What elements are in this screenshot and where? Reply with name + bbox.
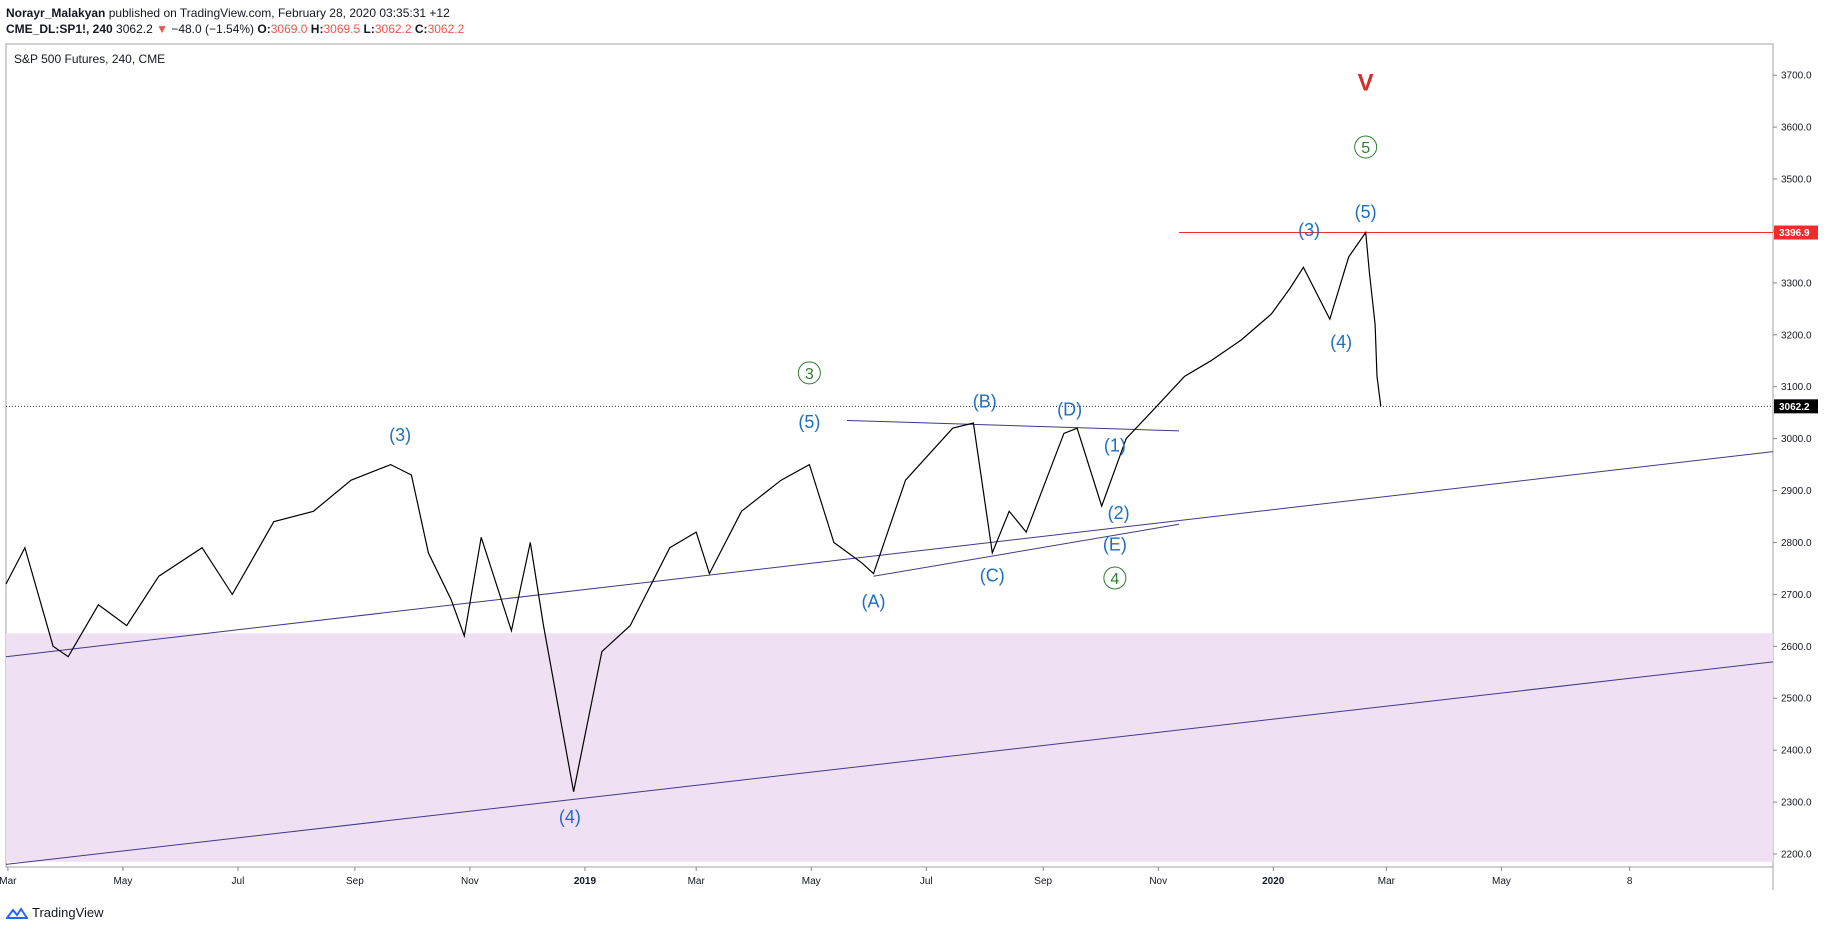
chart-title: S&P 500 Futures, 240, CME: [14, 52, 165, 66]
wave-circle: [1103, 566, 1127, 590]
y-tick-label: 3300.0: [1781, 278, 1812, 289]
price-series-line: [5, 230, 1382, 792]
y-tick-label: 2800.0: [1781, 538, 1812, 549]
low-value: 3062.2: [374, 22, 412, 36]
wave-label: (3): [389, 425, 411, 445]
resistance-tag: [1774, 225, 1818, 240]
trendline-3: [847, 419, 1179, 432]
open-label: O:: [257, 22, 271, 36]
x-tick-label: Jul: [232, 876, 245, 887]
resistance-tag-label: 3396.9: [1779, 228, 1810, 239]
wave-circle: [797, 361, 821, 385]
publish-info: published on TradingView.com, February 2…: [108, 6, 450, 20]
trendline-1: [5, 661, 1774, 865]
brand-name[interactable]: TradingView: [32, 905, 104, 920]
footer: TradingView: [6, 905, 104, 920]
wave-labels: (3) (4) (5) 3 (A) (B) (C) (D) (1) (2) (E) 4 (3) (4) (5…: [389, 70, 1378, 827]
wave-label: (4): [559, 807, 581, 827]
wave-label: (3): [1298, 220, 1320, 240]
wave-circle: [1354, 135, 1378, 159]
y-tick-label: 3600.0: [1781, 123, 1812, 134]
x-tick-label: May: [1492, 876, 1511, 887]
trendline-0: [5, 451, 1774, 658]
y-tick-label: 3500.0: [1781, 175, 1812, 186]
chart-header: Norayr_Malakyan published on TradingView…: [6, 5, 464, 37]
y-tick-label: 2900.0: [1781, 486, 1812, 497]
x-tick-label: 8: [1627, 876, 1633, 887]
close-label: C:: [414, 22, 428, 36]
y-tick-label: 2500.0: [1781, 694, 1812, 705]
price-chart[interactable]: 2200.0 2300.0 2400.0 2500.0 2600.0 2700.0 2800…: [0, 0, 1828, 900]
price-tags: 3396.9 3062.2: [1774, 225, 1818, 414]
y-tick-label: 3200.0: [1781, 330, 1812, 341]
x-tick-label: Jul: [920, 876, 933, 887]
symbol-label: CME_DL:SP1!, 240: [6, 22, 113, 36]
last-price: 3062.2: [116, 22, 153, 36]
trendlines: [5, 419, 1774, 865]
change-value: −48.0 (−1.54%): [171, 22, 255, 36]
wave-label: (5): [1355, 202, 1377, 222]
time-axis: Mar May Jul Sep Nov 2019 Mar May Jul Sep Nov 2020 Ma…: [0, 867, 1633, 887]
x-tick-label: Mar: [688, 876, 706, 887]
x-tick-label: Nov: [1149, 876, 1167, 887]
wave-label: (E): [1103, 534, 1127, 554]
last-price-tag-label: 3062.2: [1779, 402, 1810, 413]
x-tick-label: Sep: [1034, 876, 1052, 887]
y-tick-label: 3700.0: [1781, 71, 1812, 82]
x-tick-label: May: [802, 876, 821, 887]
low-label: L:: [363, 22, 375, 36]
close-value: 3062.2: [427, 22, 465, 36]
y-tick-label: 2600.0: [1781, 642, 1812, 653]
high-label: H:: [310, 22, 324, 36]
tradingview-logo-icon: [6, 906, 28, 919]
high-value: 3069.5: [323, 22, 361, 36]
wave-label: (B): [973, 391, 997, 411]
y-tick-label: 2400.0: [1781, 746, 1812, 757]
x-tick-label: 2019: [574, 876, 597, 887]
ohlc-line: CME_DL:SP1!, 240 3062.2 ▼ −48.0 (−1.54%)…: [6, 21, 464, 37]
wave-label: (A): [861, 591, 885, 611]
x-tick-label: Nov: [461, 876, 479, 887]
wave-label: 4: [1110, 571, 1119, 588]
wave-label: (2): [1108, 503, 1130, 523]
y-tick-label: 2700.0: [1781, 590, 1812, 601]
y-tick-label: 3000.0: [1781, 434, 1812, 445]
x-tick-label: Mar: [0, 876, 17, 887]
x-tick-label: Mar: [1378, 876, 1396, 887]
publish-line: Norayr_Malakyan published on TradingView…: [6, 5, 464, 21]
open-value: 3069.0: [270, 22, 308, 36]
wave-label: (C): [980, 565, 1005, 585]
wave-label: (5): [798, 412, 820, 432]
x-tick-label: 2020: [1262, 876, 1285, 887]
support-zone: [6, 633, 1773, 862]
wave-label: (1): [1104, 436, 1126, 456]
wave-label: V: [1358, 70, 1374, 97]
y-tick-label: 2200.0: [1781, 850, 1812, 861]
y-tick-label: 2300.0: [1781, 798, 1812, 809]
author-name[interactable]: Norayr_Malakyan: [6, 6, 106, 20]
price-axis: 2200.0 2300.0 2400.0 2500.0 2600.0 2700.0 2800…: [1773, 71, 1812, 861]
last-price-tag: [1774, 399, 1818, 414]
y-tick-label: 3100.0: [1781, 382, 1812, 393]
wave-label: (4): [1330, 332, 1352, 352]
wave-label: (D): [1057, 399, 1082, 419]
x-tick-label: May: [113, 876, 132, 887]
wave-label: 5: [1361, 140, 1370, 157]
wave-label: 3: [805, 366, 814, 383]
x-tick-label: Sep: [346, 876, 364, 887]
change-arrow-icon: ▼: [156, 22, 168, 36]
trendline-2: [873, 523, 1180, 577]
